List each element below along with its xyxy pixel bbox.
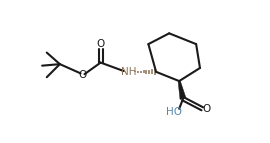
Polygon shape [178,81,186,99]
Text: HO: HO [166,107,182,117]
Text: NH: NH [121,67,136,77]
Text: O: O [96,39,105,49]
Text: O: O [78,70,86,80]
Text: O: O [202,104,210,114]
